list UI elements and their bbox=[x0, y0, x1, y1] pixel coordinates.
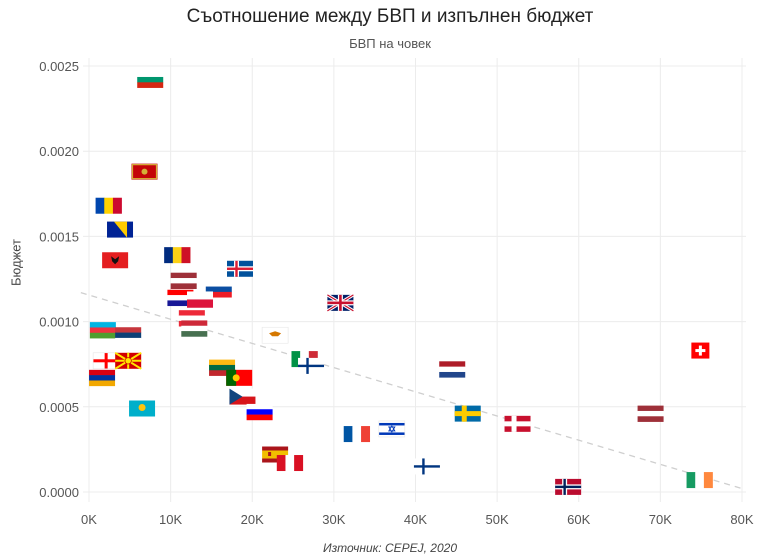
croatia-flag bbox=[167, 289, 194, 307]
y-tick-label: 0.0000 bbox=[39, 485, 79, 500]
chart-title: Съотношение между БВП и изпълнен бюджет bbox=[186, 6, 594, 27]
slovenia-flag bbox=[246, 403, 273, 421]
x-tick-label: 30K bbox=[322, 512, 345, 527]
iceland-flag bbox=[227, 260, 254, 277]
slovakia-flag bbox=[205, 281, 232, 298]
denmark-flag bbox=[504, 415, 531, 432]
x-tick-label: 80K bbox=[730, 512, 753, 527]
y-tick-label: 0.0025 bbox=[39, 59, 79, 74]
serbia-flag bbox=[115, 327, 142, 344]
x-tick-label: 20K bbox=[241, 512, 264, 527]
axes: 0K 10K 20K 30K 40K 50K 60K 70K 80K 0.0000 0.0005 0.… bbox=[39, 59, 754, 527]
czechia-flag bbox=[229, 388, 256, 405]
united-kingdom-flag bbox=[326, 293, 355, 313]
macedonia-flag bbox=[114, 351, 142, 370]
netherlands-flag bbox=[439, 361, 466, 378]
x-tick-label: 60K bbox=[567, 512, 590, 527]
finland-flag bbox=[298, 357, 325, 374]
bulgaria-flag bbox=[137, 71, 164, 88]
israel-flag bbox=[378, 420, 406, 438]
x-tick-label: 10K bbox=[159, 512, 182, 527]
armenia-flag bbox=[89, 369, 116, 387]
portugal-flag bbox=[226, 369, 253, 386]
grid-lines bbox=[83, 58, 746, 502]
x-tick-label: 40K bbox=[404, 512, 427, 527]
cyprus-flag bbox=[261, 326, 289, 344]
y-tick-label: 0.0015 bbox=[39, 229, 79, 244]
spain-flag bbox=[262, 446, 289, 463]
kazakhstan-flag bbox=[129, 400, 156, 417]
norway-flag bbox=[555, 478, 582, 495]
peru-flag bbox=[276, 455, 304, 472]
y-tick-label: 0.0020 bbox=[39, 144, 79, 159]
lithuania-flag bbox=[209, 359, 236, 376]
hungary-flag bbox=[181, 320, 208, 337]
albania-flag bbox=[102, 252, 129, 269]
chart-subtitle: БВП на човек bbox=[349, 36, 431, 51]
latvia-flag bbox=[170, 272, 197, 290]
ireland-flag bbox=[686, 472, 713, 489]
moldova-flag bbox=[95, 197, 122, 214]
y-tick-label: 0.0005 bbox=[39, 400, 79, 415]
bosnia-flag bbox=[107, 221, 134, 238]
montenegro-flag bbox=[131, 163, 158, 180]
x-tick-label: 0K bbox=[81, 512, 97, 527]
romania-flag bbox=[164, 247, 191, 264]
data-points bbox=[89, 71, 713, 495]
poland-flag bbox=[187, 291, 214, 308]
latvia-flag bbox=[637, 405, 664, 422]
sweden-flag bbox=[454, 405, 481, 422]
x-tick-label: 50K bbox=[486, 512, 509, 527]
switzerland-flag bbox=[691, 342, 710, 359]
france-flag bbox=[343, 426, 371, 443]
y-tick-label: 0.0010 bbox=[39, 315, 79, 330]
source-note: Източник: CEPEJ, 2020 bbox=[322, 541, 458, 555]
azerbaijan-flag bbox=[89, 322, 116, 339]
x-tick-label: 70K bbox=[649, 512, 672, 527]
finland-flag bbox=[413, 458, 440, 475]
